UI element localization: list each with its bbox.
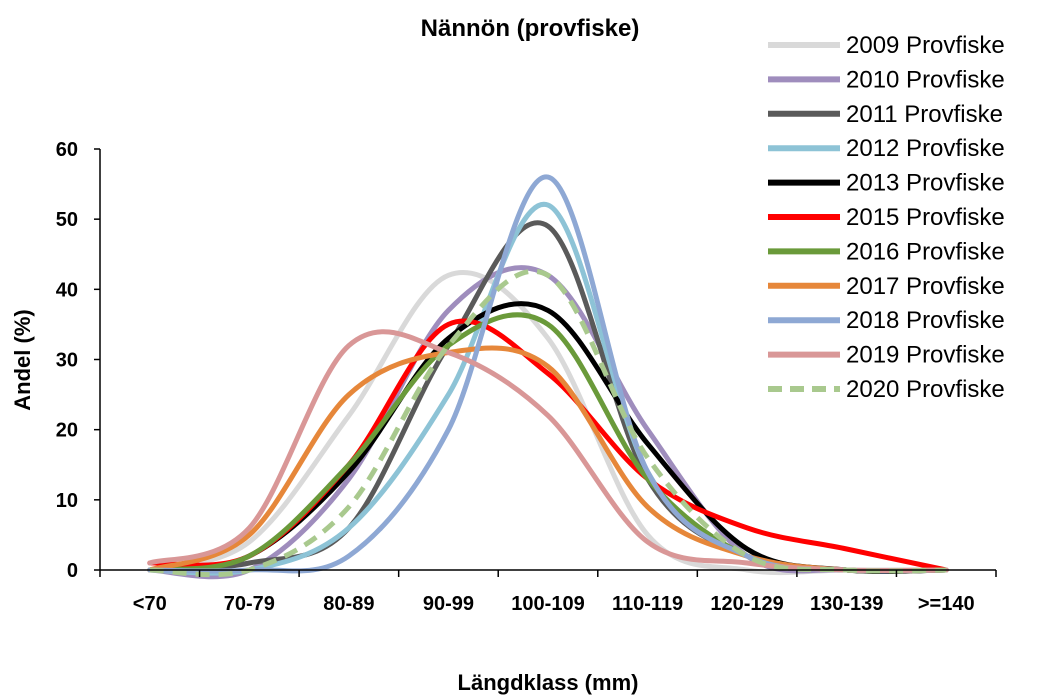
axes: 0 10 20 30 40 50 60 <70 70-79 80-89 90-99 100-109 11…: [56, 139, 997, 615]
x-tick-label: 90-99: [423, 593, 474, 615]
y-tick-label: 40: [56, 279, 78, 301]
x-tick-label: 80-89: [323, 593, 374, 615]
legend-label: 2018 Provfiske: [846, 307, 1005, 334]
x-tick-label: 130-139: [810, 593, 883, 615]
legend-label: 2015 Provfiske: [846, 204, 1005, 231]
y-tick-label: 60: [56, 139, 78, 161]
series-line-2010-provfiske: [147, 265, 949, 580]
series-line-2015-provfiske: [147, 318, 949, 573]
x-tick-label: <70: [133, 593, 167, 615]
legend-label: 2019 Provfiske: [846, 342, 1005, 369]
x-tick-label: 100-109: [511, 593, 584, 615]
y-axis-label: Andel (%): [10, 309, 35, 410]
chart-title: Nännön (provfiske): [421, 15, 640, 42]
x-axis-label: Längdklass (mm): [458, 670, 639, 695]
plot-area: [147, 174, 949, 580]
legend-label: 2011 Provfiske: [846, 101, 1003, 128]
y-tick-label: 30: [56, 350, 78, 372]
series-line-2017-provfiske: [147, 345, 949, 574]
x-tick-label: 70-79: [224, 593, 275, 615]
x-tick-label: 110-119: [612, 593, 683, 615]
legend-label: 2009 Provfiske: [846, 32, 1005, 59]
x-tick-label: 120-129: [710, 593, 783, 615]
series-line-2013-provfiske: [147, 301, 949, 575]
legend-label: 2012 Provfiske: [846, 135, 1005, 162]
y-tick-label: 0: [67, 560, 78, 582]
legend-label: 2020 Provfiske: [846, 376, 1005, 403]
x-tick-label: >=140: [918, 593, 975, 615]
series-line-2012-provfiske: [147, 202, 949, 576]
legend-label: 2017 Provfiske: [846, 273, 1005, 300]
legend-label: 2010 Provfiske: [846, 66, 1005, 93]
y-tick-label: 50: [56, 209, 78, 231]
series-line-2020-provfiske: [149, 268, 947, 578]
series-line-2019-provfiske: [147, 329, 949, 574]
legend-label: 2016 Provfiske: [846, 238, 1005, 265]
y-tick-label: 10: [56, 490, 78, 512]
legend-label: 2013 Provfiske: [846, 170, 1005, 197]
legend: 2009 Provfiske 2010 Provfiske 2011 Provfis…: [768, 32, 1005, 403]
y-tick-label: 20: [56, 420, 78, 442]
